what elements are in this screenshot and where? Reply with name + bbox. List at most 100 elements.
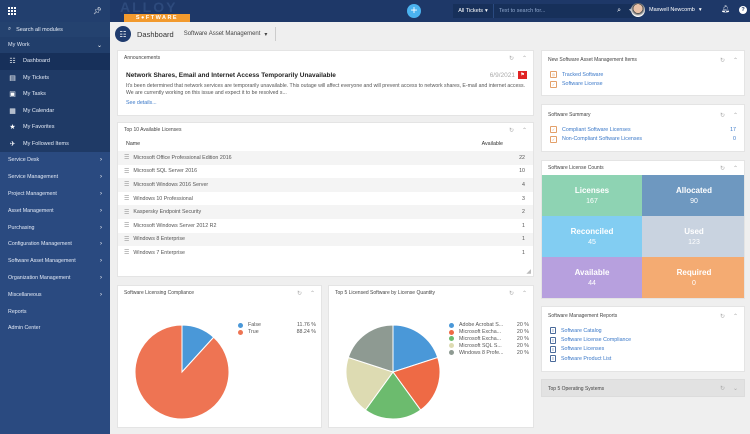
report-link[interactable]: ≡ Software Product List: [542, 354, 744, 363]
pie-slice-1[interactable]: [392, 356, 441, 411]
license-icon: ✓: [550, 126, 557, 134]
sidebar-module-service-management[interactable]: Service Management ›: [0, 169, 110, 186]
help-icon[interactable]: ?: [739, 6, 747, 14]
count-tile-used[interactable]: Used 123: [642, 216, 744, 257]
pie-slice-2[interactable]: [364, 371, 422, 420]
drag-handle-icon[interactable]: ☰: [124, 223, 130, 230]
expand-icon[interactable]: ⌄: [732, 386, 738, 392]
announcement-headline[interactable]: Network Shares, Email and Internet Acces…: [126, 72, 336, 79]
pie-slice-3[interactable]: [345, 356, 394, 411]
refresh-icon[interactable]: ↻: [719, 57, 725, 64]
user-menu[interactable]: Maxwell Newcomb ▾: [631, 3, 702, 17]
collapse-icon[interactable]: ⌃: [309, 290, 315, 297]
sidebar-item-my-tasks[interactable]: ▣ My Tasks: [0, 86, 110, 103]
legend-item[interactable]: False 11.76 %: [238, 322, 316, 329]
sidebar-module-asset-management[interactable]: Asset Management ›: [0, 202, 110, 219]
table-row[interactable]: ☰ Windows 10 Professional 3: [118, 192, 533, 206]
collapse-icon[interactable]: ⌃: [732, 165, 738, 172]
apps-grid-icon[interactable]: [8, 6, 17, 16]
sidebar-module-miscellaneous[interactable]: Miscellaneous ›: [0, 286, 110, 303]
tracked-software-link[interactable]: ◎ Tracked Software: [542, 70, 744, 79]
legend-item[interactable]: Microsoft Excha... 20 %: [449, 329, 529, 336]
table-row[interactable]: ☰ Kaspersky Endpoint Security 2: [118, 205, 533, 219]
column-available[interactable]: Available: [481, 141, 503, 147]
count-tile-required[interactable]: Required 0: [642, 257, 744, 298]
search-icon[interactable]: ⌕: [617, 7, 622, 14]
software-license-link[interactable]: ✓ Software License: [542, 79, 744, 88]
see-details-link[interactable]: See details...: [126, 100, 157, 106]
module-search[interactable]: ⌕ Search all modules: [0, 22, 110, 37]
sidebar-module-service-desk[interactable]: Service Desk ›: [0, 152, 110, 169]
compliant-licenses-link[interactable]: ✓ Compliant Software Licenses 17: [542, 125, 744, 134]
sidebar-module-admin-center[interactable]: Admin Center: [0, 320, 110, 337]
dashboard-select[interactable]: Software Asset Management ▾: [184, 27, 277, 41]
refresh-icon[interactable]: ↻: [508, 127, 514, 134]
sidebar-item-my-calendar[interactable]: ▦ My Calendar: [0, 102, 110, 119]
drag-handle-icon[interactable]: ☰: [124, 182, 130, 189]
pie-slice-4[interactable]: [347, 324, 394, 373]
drag-handle-icon[interactable]: ☰: [124, 209, 130, 216]
refresh-icon[interactable]: ↻: [719, 165, 725, 172]
count-tile-allocated[interactable]: Allocated 90: [642, 175, 744, 216]
collapse-icon[interactable]: ⌃: [521, 55, 527, 62]
legend-item[interactable]: True 88.24 %: [238, 329, 316, 336]
drag-handle-icon[interactable]: ☰: [124, 168, 130, 175]
sidebar-item-my-favorites[interactable]: ★ My Favorites: [0, 119, 110, 136]
announcement-body: It's been determined that network servic…: [126, 83, 525, 97]
sidebar-module-software-asset-management[interactable]: Software Asset Management ›: [0, 253, 110, 270]
collapse-icon[interactable]: ⌃: [521, 127, 527, 134]
non-compliant-licenses-link[interactable]: ✓ Non-Compliant Software Licenses 0: [542, 134, 744, 143]
sidebar-module-reports[interactable]: Reports: [0, 303, 110, 320]
sidebar-item-dashboard[interactable]: ☷ Dashboard: [0, 53, 110, 70]
refresh-icon[interactable]: ↻: [719, 313, 725, 320]
bell-icon[interactable]: 🔔︎: [721, 6, 730, 13]
table-row[interactable]: ☰ Windows 7 Enterprise 1: [118, 246, 533, 260]
sidebar-module-project-management[interactable]: Project Management ›: [0, 186, 110, 203]
refresh-icon[interactable]: ↻: [508, 55, 514, 62]
search-input[interactable]: Text to search for... ⌕ ⌖: [493, 4, 638, 18]
column-name[interactable]: Name: [126, 141, 141, 147]
resize-handle-icon[interactable]: ◢: [526, 269, 531, 275]
collapse-icon[interactable]: ⌃: [732, 313, 738, 320]
table-row[interactable]: ☰ Microsoft Office Professional Edition 2…: [118, 151, 533, 165]
add-new-button[interactable]: +: [407, 4, 421, 18]
pie-slice-0[interactable]: [392, 324, 439, 373]
sidebar-item-my-followed-items[interactable]: ✈ My Followed Items: [0, 135, 110, 152]
refresh-icon[interactable]: ↻: [719, 112, 725, 119]
sidebar-module-purchasing[interactable]: Purchasing ›: [0, 219, 110, 236]
legend-item[interactable]: Adobe Acrobat S... 20 %: [449, 322, 529, 329]
pie-slice-1[interactable]: [134, 324, 230, 420]
drag-handle-icon[interactable]: ☰: [124, 196, 130, 203]
table-row[interactable]: ☰ Microsoft Windows Server 2012 R2 1: [118, 219, 533, 233]
table-row[interactable]: ☰ Microsoft SQL Server 2016 10: [118, 165, 533, 179]
pin-icon[interactable]: 📌︎: [93, 8, 102, 15]
my-work-section[interactable]: My Work ⌄: [0, 37, 110, 53]
count-tile-available[interactable]: Available 44: [542, 257, 642, 298]
count-tile-licenses[interactable]: Licenses 167: [542, 175, 642, 216]
drag-handle-icon[interactable]: ☰: [124, 250, 130, 257]
legend-item[interactable]: Microsoft Excha... 20 %: [449, 336, 529, 343]
sidebar-item-my-tickets[interactable]: ▤ My Tickets: [0, 69, 110, 86]
report-link[interactable]: ≡ Software Catalog: [542, 326, 744, 335]
sidebar-module-organization-management[interactable]: Organization Management ›: [0, 270, 110, 287]
table-row[interactable]: ☰ Windows 8 Enterprise 1: [118, 232, 533, 247]
collapse-icon[interactable]: ⌃: [521, 290, 527, 297]
legend-item[interactable]: Windows 8 Profe... 20 %: [449, 349, 529, 356]
refresh-icon[interactable]: ↻: [719, 386, 725, 392]
sidebar-module-configuration-management[interactable]: Configuration Management ›: [0, 236, 110, 253]
report-icon: ≡: [550, 345, 556, 353]
drag-handle-icon[interactable]: ☰: [124, 155, 130, 162]
collapse-icon[interactable]: ⌃: [732, 57, 738, 64]
report-link[interactable]: ≡ Software License Compliance: [542, 335, 744, 344]
collapse-icon[interactable]: ⌃: [732, 112, 738, 119]
alloy-logo[interactable]: ALLOY S●FTWARE: [114, 0, 190, 22]
table-row[interactable]: ☰ Microsoft Windows 2016 Server 4: [118, 178, 533, 192]
ticket-scope-select[interactable]: All Tickets ▾: [453, 4, 493, 18]
refresh-icon[interactable]: ↻: [508, 290, 514, 297]
drag-handle-icon[interactable]: ☰: [124, 236, 130, 243]
legend-item[interactable]: Microsoft SQL S... 20 %: [449, 342, 529, 349]
legend-value: 20 %: [516, 335, 529, 342]
refresh-icon[interactable]: ↻: [296, 290, 302, 297]
report-link[interactable]: ≡ Software Licenses: [542, 345, 744, 354]
count-tile-reconciled[interactable]: Reconciled 45: [542, 216, 642, 257]
